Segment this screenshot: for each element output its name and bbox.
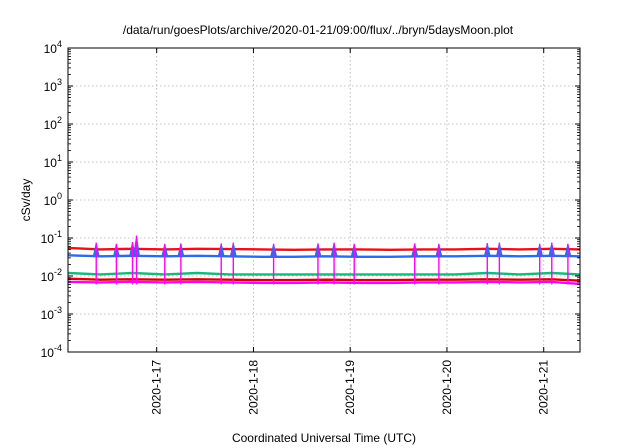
y-axis-label: cSv/day — [19, 179, 33, 222]
y-tick-label: 102 — [44, 115, 62, 132]
y-tick-label: 10-4 — [41, 343, 62, 360]
x-tick-label: 2020-1-21 — [537, 360, 551, 415]
x-tick-label: 2020-1-20 — [440, 360, 454, 415]
series-line-2 — [67, 254, 581, 258]
x-tick-label: 2020-1-18 — [246, 360, 260, 415]
x-tick-label: 2020-1-19 — [343, 360, 357, 415]
y-tick-label: 103 — [44, 77, 62, 94]
y-tick-label: 10-2 — [41, 267, 62, 284]
chart-title: /data/run/goesPlots/archive/2020-01-21/0… — [123, 23, 514, 37]
y-tick-label: 104 — [44, 39, 62, 56]
series-line-3 — [67, 271, 581, 276]
y-tick-label: 100 — [44, 191, 62, 208]
y-tick-label: 10-3 — [41, 305, 62, 322]
y-tick-label: 101 — [44, 153, 62, 170]
x-tick-label: 2020-1-17 — [150, 360, 164, 415]
plot-lines — [67, 235, 581, 286]
axis-ticks: 104 103 102 101 100 10-1 10-2 10-3 10-4 2020-1-17… — [41, 39, 580, 415]
series-line-5 — [67, 280, 581, 286]
y-tick-label: 10-1 — [41, 229, 62, 246]
x-axis-label: Coordinated Universal Time (UTC) — [232, 431, 416, 445]
grid-lines — [68, 48, 580, 352]
series-line-4 — [67, 277, 581, 282]
